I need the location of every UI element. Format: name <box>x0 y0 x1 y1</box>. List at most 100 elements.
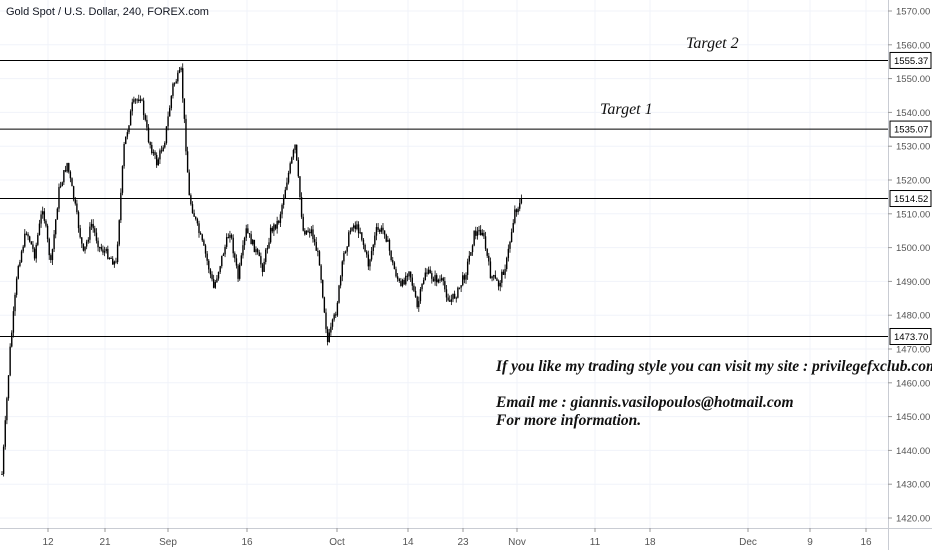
candle-body <box>348 232 350 247</box>
time-axis: 12 21 Sep 16 Oct 14 23 Nov 11 18 Dec 9 16 <box>42 528 872 548</box>
time-tick-label: 21 <box>99 537 111 548</box>
candle-body <box>383 230 386 235</box>
candle-body <box>177 72 179 82</box>
candle-body <box>351 227 353 231</box>
candle-body <box>173 83 176 85</box>
price-axis: 1420.00 1430.00 1440.00 1450.00 1460.00 1470.… <box>888 7 930 525</box>
candle-body <box>123 143 125 167</box>
candle-body <box>326 329 329 342</box>
candle-body <box>282 198 285 205</box>
candle-body <box>243 237 246 246</box>
candle-body <box>260 256 262 265</box>
candle-body <box>84 246 86 251</box>
candle-body <box>45 220 47 226</box>
candle-body <box>19 262 21 267</box>
candle-body <box>392 260 394 263</box>
candle-body <box>172 83 174 96</box>
candle-body <box>271 227 273 232</box>
candle-body <box>219 266 221 272</box>
candle-body <box>269 227 272 243</box>
candle-body <box>11 332 13 347</box>
candle-body <box>507 248 510 258</box>
candle-body <box>359 232 361 234</box>
candle-body <box>152 152 155 154</box>
candle-body <box>224 246 226 255</box>
candle-body <box>468 255 470 262</box>
candle-body <box>471 245 474 253</box>
candle-body <box>364 244 366 252</box>
candle-body <box>305 230 308 235</box>
candle-body <box>38 223 41 235</box>
email-text: Email me : giannis.vasilopoulos@hotmail.… <box>496 394 794 411</box>
candle-body <box>372 244 374 252</box>
candle-body <box>59 186 62 188</box>
candle-body <box>413 285 415 291</box>
candle-body <box>151 144 153 154</box>
candle-body <box>422 280 425 284</box>
candle-body <box>64 170 67 172</box>
candle-body <box>281 204 283 215</box>
candle-body <box>395 269 397 277</box>
candle-body <box>496 278 498 281</box>
time-tick-label: Sep <box>159 537 177 548</box>
candle-body <box>66 163 68 172</box>
candle-body <box>268 242 270 248</box>
candle-body <box>168 108 171 117</box>
candle-body <box>432 278 435 282</box>
target-2-label: Target 2 <box>686 35 739 52</box>
candle-body <box>343 253 345 262</box>
candle-body <box>28 236 31 242</box>
candle-body <box>165 126 168 143</box>
candle-body <box>512 223 514 233</box>
candle-body <box>338 285 340 303</box>
time-tick-label: 23 <box>457 537 469 548</box>
price-tick-label: 1430.00 <box>896 480 930 491</box>
candle-body <box>274 224 277 229</box>
candle-body <box>53 234 55 250</box>
candle-body <box>297 160 300 177</box>
candle-body <box>510 232 513 243</box>
candle-body <box>116 244 119 263</box>
candle-body <box>9 346 11 376</box>
candle-body <box>133 99 135 103</box>
candle-body <box>442 278 444 282</box>
candle-body <box>445 289 448 298</box>
candle-body <box>201 234 203 241</box>
candle-body <box>87 239 89 242</box>
candle-body <box>279 214 282 223</box>
candle-body <box>85 241 88 247</box>
candle-body <box>141 99 143 101</box>
candle-body <box>15 278 18 295</box>
candle-body <box>315 241 317 251</box>
candle-body <box>278 220 280 223</box>
price-tick-label: 1540.00 <box>896 108 930 119</box>
candle-body <box>352 225 355 228</box>
candle-body <box>20 251 23 263</box>
candle-body <box>146 119 148 128</box>
target-1-label: Target 1 <box>600 101 653 118</box>
candle-body <box>17 266 19 279</box>
level-price-label: 1535.07 <box>894 125 928 136</box>
candle-body <box>484 236 487 249</box>
candle-body <box>139 99 142 102</box>
candle-body <box>504 269 506 275</box>
level-price-label: 1514.52 <box>894 194 928 205</box>
candle-body <box>126 132 129 137</box>
candle-body <box>408 271 410 277</box>
candle-body <box>14 294 16 312</box>
candle-body <box>506 257 508 270</box>
candle-body <box>489 261 492 279</box>
price-tick-label: 1490.00 <box>896 277 930 288</box>
price-tick-label: 1480.00 <box>896 311 930 322</box>
candle-body <box>98 247 101 249</box>
candle-body <box>463 275 466 280</box>
candle-body <box>304 230 306 235</box>
candle-body <box>341 261 343 277</box>
candle-body <box>162 147 164 152</box>
candle-body <box>367 254 370 267</box>
price-tick-label: 1470.00 <box>896 345 930 356</box>
candle-body <box>357 224 360 234</box>
candle-body <box>409 271 412 278</box>
